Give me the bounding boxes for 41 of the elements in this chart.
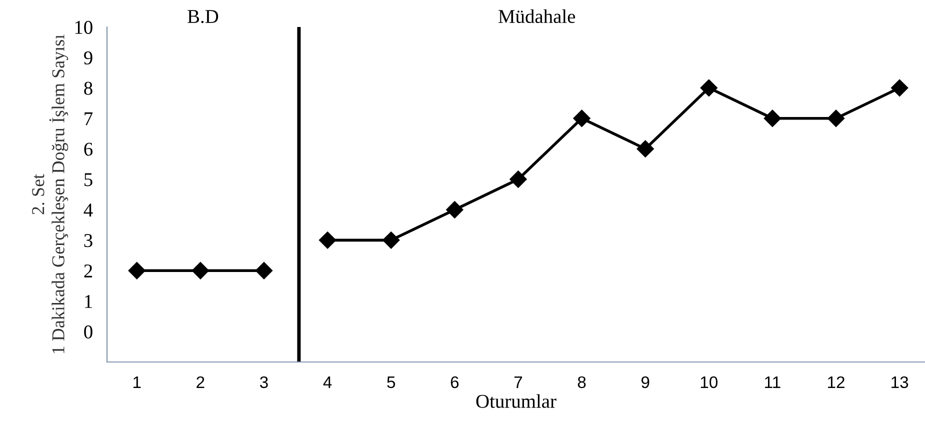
y-tick-label: 5 xyxy=(84,173,92,186)
x-tick-label: 5 xyxy=(387,376,396,388)
y-tick-label: 1 xyxy=(85,295,92,308)
point xyxy=(318,232,336,249)
point xyxy=(827,110,845,127)
point xyxy=(510,170,527,188)
x-axis-title: Oturumlar xyxy=(476,394,556,408)
x-tick-label: 10 xyxy=(700,376,718,388)
x-tick-label: 4 xyxy=(323,376,332,388)
y-tick-label: 10 xyxy=(75,20,92,34)
point xyxy=(573,110,590,127)
y-tick-label: 9 xyxy=(84,51,92,64)
point xyxy=(636,140,654,158)
x-tick-label: 9 xyxy=(641,376,650,388)
x-tick-label: 8 xyxy=(578,376,586,388)
x-tick-label: 11 xyxy=(765,376,780,388)
point xyxy=(764,110,782,127)
x-tick-label: 7 xyxy=(514,376,522,388)
y-tick-label: 2 xyxy=(84,264,92,278)
y-tick-label: 3 xyxy=(84,234,92,248)
point xyxy=(700,79,718,96)
y-tick-label: 7 xyxy=(84,112,93,126)
x-tick-label: 12 xyxy=(828,376,844,388)
point xyxy=(128,262,146,280)
point xyxy=(382,232,400,249)
y-tick-label: 6 xyxy=(84,142,93,156)
x-tick-label: 2 xyxy=(196,376,204,388)
point xyxy=(255,262,273,280)
point xyxy=(192,262,209,280)
point xyxy=(891,79,908,96)
y-tick-label: 4 xyxy=(84,204,93,216)
point xyxy=(446,201,464,218)
x-tick-label: 1 xyxy=(134,376,141,388)
text: B.D xyxy=(188,10,218,24)
x-tick-label: 13 xyxy=(892,376,908,388)
y-axis-title: 2. Set 1 Dakikada Gerçekleşen Doğru İşlem Sayısı xyxy=(32,34,68,354)
x-tick-label: 6 xyxy=(450,376,459,388)
text: Müdahale xyxy=(498,9,576,24)
y-tick-label: 0 xyxy=(84,325,92,338)
y-tick-label: 8 xyxy=(84,82,92,95)
x-tick-label: 3 xyxy=(260,376,268,388)
